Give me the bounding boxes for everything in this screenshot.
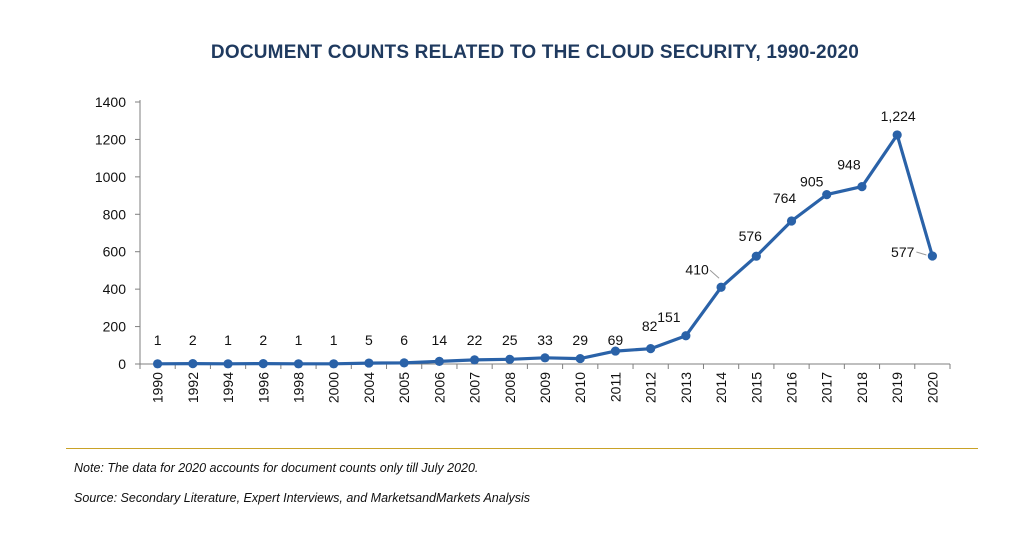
x-tick-label: 2010 <box>572 372 588 403</box>
data-point <box>716 282 726 292</box>
data-label: 905 <box>800 174 824 190</box>
data-point <box>540 353 550 363</box>
data-label: 5 <box>365 332 373 348</box>
x-tick-label: 2006 <box>431 372 447 403</box>
x-tick-label: 2009 <box>537 372 553 403</box>
y-tick-label: 200 <box>103 319 127 335</box>
data-label: 2 <box>189 332 197 348</box>
data-point <box>822 190 832 200</box>
x-tick-label: 2007 <box>467 372 483 403</box>
y-tick-label: 600 <box>103 244 127 260</box>
data-label: 1 <box>330 332 338 348</box>
data-label: 764 <box>773 190 797 206</box>
data-label: 33 <box>537 332 553 348</box>
x-tick-label: 2004 <box>361 372 377 403</box>
data-point <box>434 356 444 366</box>
x-tick-label: 1998 <box>290 372 306 403</box>
footer-divider <box>66 448 978 449</box>
y-axis: 0 200 400 600 800 1000 1200 1400 <box>95 94 141 372</box>
data-label: 948 <box>837 157 861 173</box>
data-label: 1 <box>154 332 162 348</box>
data-label: 1 <box>295 332 303 348</box>
chart-title: DOCUMENT COUNTS RELATED TO THE CLOUD SEC… <box>211 42 859 63</box>
x-tick-label: 1994 <box>220 372 236 403</box>
data-point <box>258 359 268 369</box>
x-tick-label: 2008 <box>502 372 518 403</box>
data-label: 410 <box>685 261 709 277</box>
data-label: 82 <box>642 318 658 334</box>
data-label: 6 <box>400 332 408 348</box>
data-point <box>610 346 621 356</box>
data-point <box>505 354 515 364</box>
x-tick-label: 2014 <box>713 372 729 403</box>
data-label: 22 <box>467 332 483 348</box>
data-label: 1 <box>224 332 232 348</box>
series-line-group <box>153 130 937 369</box>
data-point <box>364 358 374 368</box>
data-point <box>681 331 691 341</box>
x-axis: 1990 1992 1994 1996 1998 2000 2004 2005 2006 2007… <box>139 363 951 403</box>
label-leader-line <box>709 269 720 279</box>
x-tick-label: 2013 <box>678 372 694 403</box>
x-tick-label: 1996 <box>255 372 271 403</box>
data-label: 1,224 <box>881 108 916 124</box>
y-tick-label: 800 <box>103 206 127 222</box>
data-point <box>892 130 902 140</box>
footnote-note: Note: The data for 2020 accounts for doc… <box>74 461 479 475</box>
x-tick-label: 2012 <box>643 372 659 403</box>
data-point <box>469 355 480 365</box>
data-point <box>223 359 233 369</box>
data-label: 576 <box>739 228 763 244</box>
y-tick-label: 1000 <box>95 169 126 185</box>
x-tick-label: 2000 <box>326 372 342 403</box>
series-line <box>156 133 935 366</box>
data-point <box>329 359 339 369</box>
line-chart: DOCUMENT COUNTS RELATED TO THE CLOUD SEC… <box>95 42 951 403</box>
y-tick-label: 1200 <box>95 131 126 147</box>
x-tick-label: 1992 <box>185 372 201 403</box>
data-label: 577 <box>891 244 915 260</box>
data-label: 29 <box>572 332 588 348</box>
x-tick-label: 2019 <box>889 372 905 403</box>
data-point <box>575 353 585 364</box>
data-point <box>188 359 198 369</box>
data-point <box>857 181 867 192</box>
data-point <box>751 251 761 261</box>
y-tick-label: 400 <box>103 281 127 297</box>
data-label: 14 <box>432 332 448 348</box>
data-label: 151 <box>657 309 681 325</box>
label-leader-line <box>916 251 927 256</box>
data-point <box>399 358 409 368</box>
x-tick-label: 2016 <box>784 372 800 403</box>
data-label: 2 <box>259 332 267 348</box>
data-label: 69 <box>608 332 624 348</box>
y-tick-label: 0 <box>118 356 126 372</box>
x-tick-label: 2015 <box>748 372 764 403</box>
data-point <box>293 359 304 369</box>
x-tick-label: 2018 <box>854 372 870 403</box>
footnote-source: Source: Secondary Literature, Expert Int… <box>74 491 530 505</box>
data-point <box>646 344 656 354</box>
x-tick-label: 1990 <box>150 372 166 403</box>
data-label: 25 <box>502 332 518 348</box>
data-point <box>153 359 163 369</box>
x-tick-label: 2005 <box>396 372 412 403</box>
data-point <box>927 251 937 261</box>
y-tick-label: 1400 <box>95 94 126 110</box>
x-tick-label: 2011 <box>607 372 623 402</box>
x-tick-label: 2017 <box>819 372 835 403</box>
x-tick-label: 2020 <box>924 372 940 403</box>
data-point <box>786 216 797 226</box>
